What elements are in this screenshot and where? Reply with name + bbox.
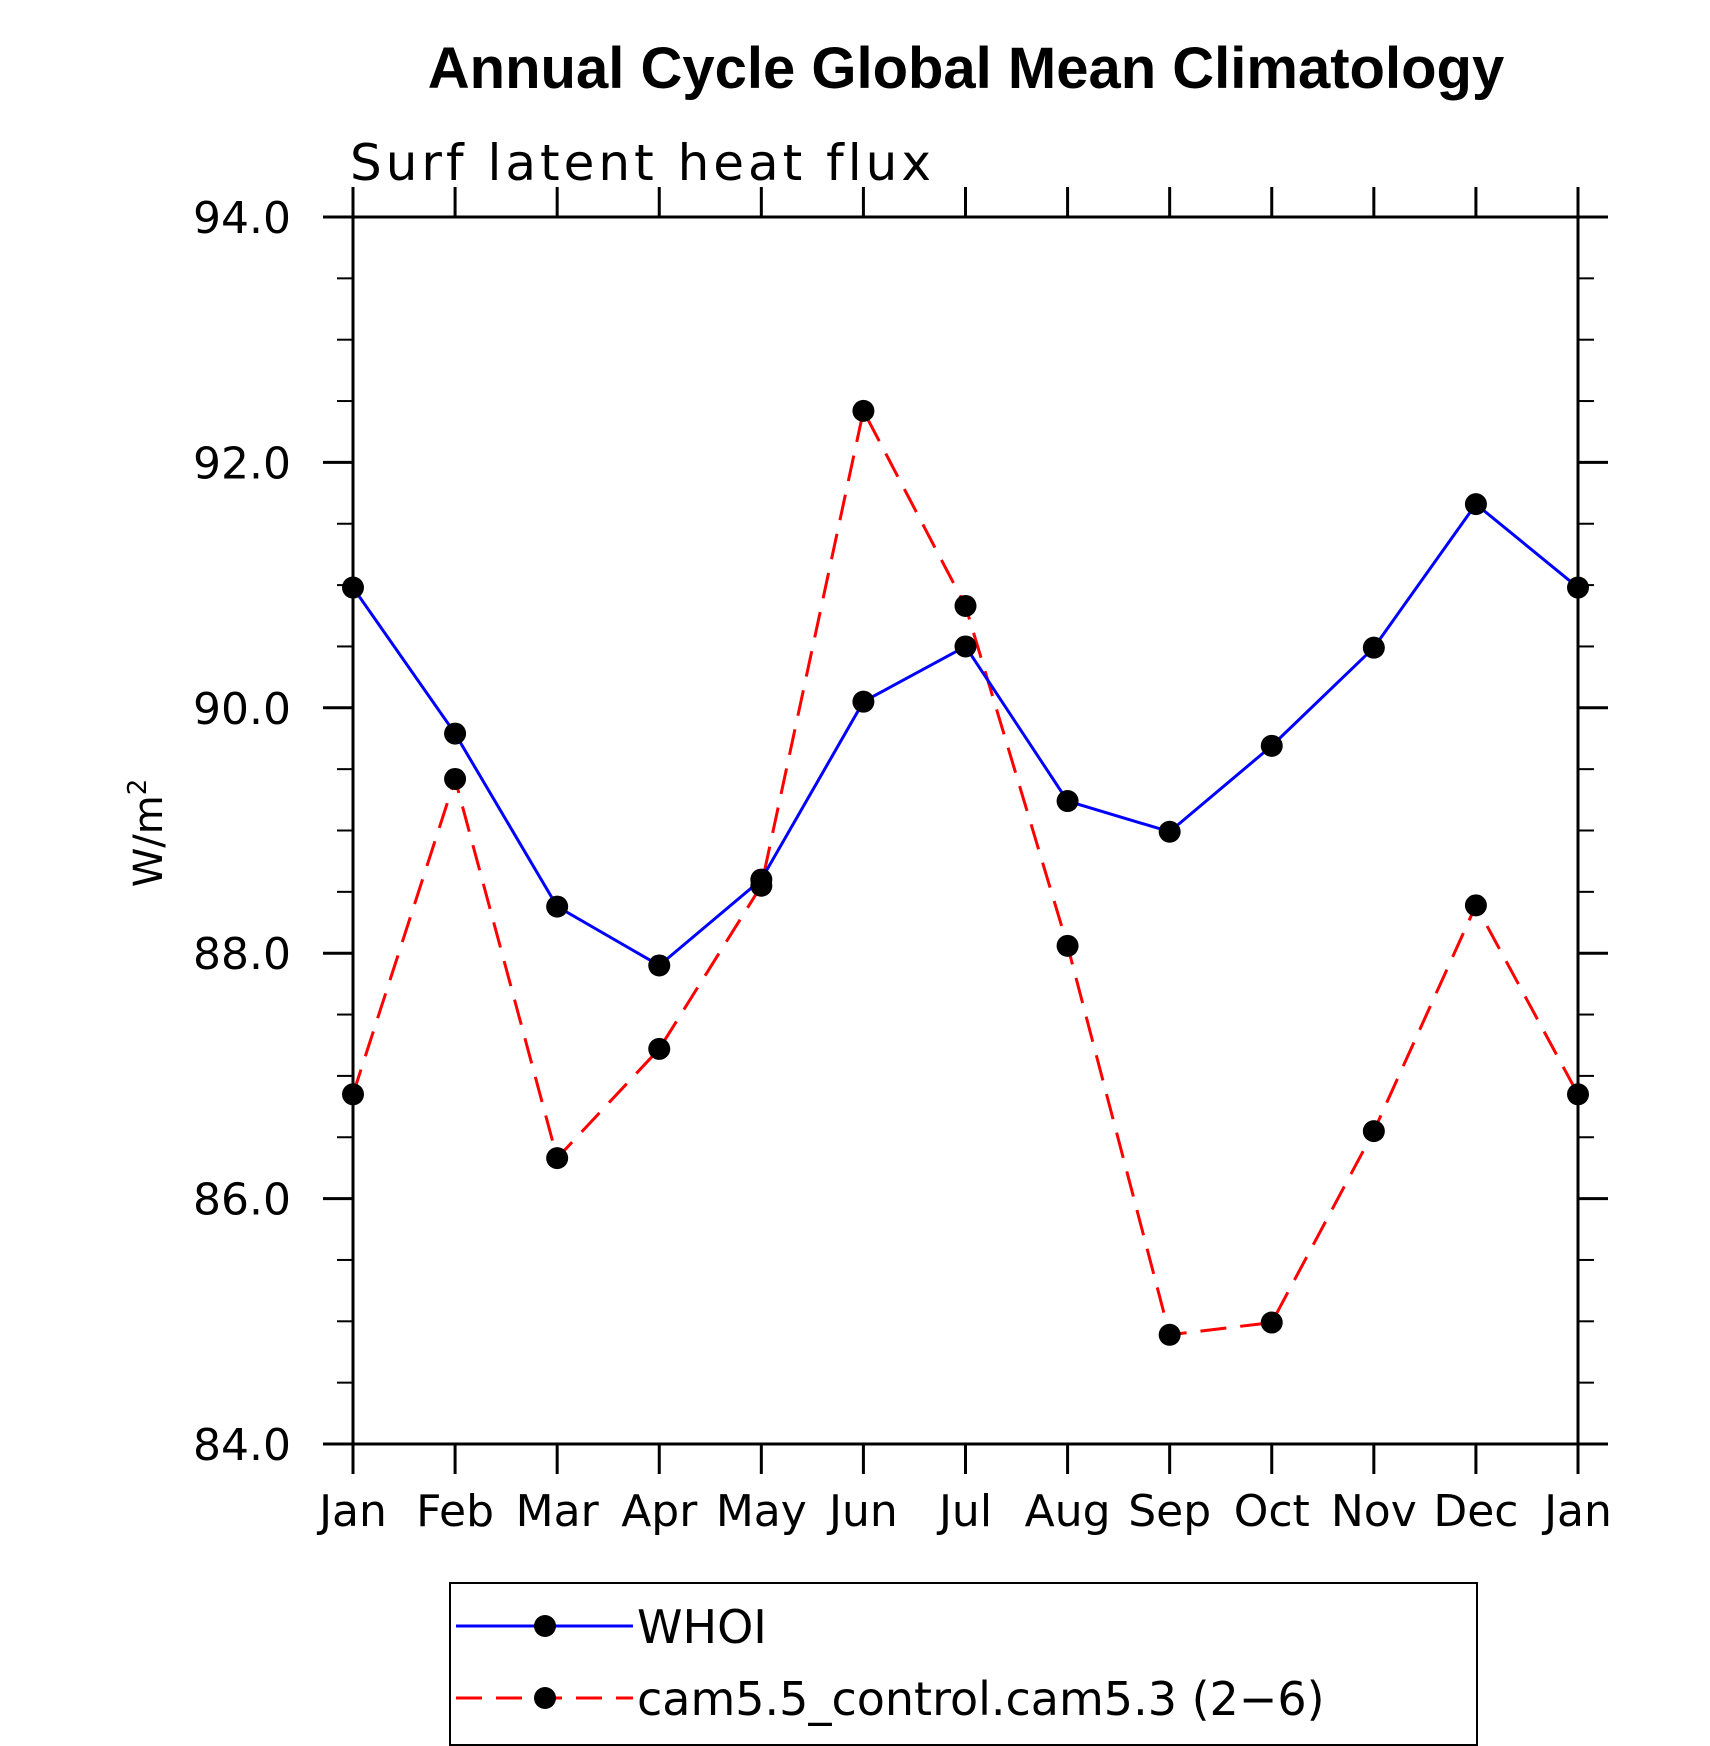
y-tick-label: 90.0	[193, 684, 291, 735]
series-point	[1567, 1083, 1589, 1106]
y-axis-label: W/m2	[123, 779, 172, 888]
x-tick-label: Apr	[621, 1486, 698, 1537]
series-point	[1567, 576, 1589, 599]
series-point	[648, 1037, 671, 1060]
y-tick-label: 92.0	[193, 438, 291, 489]
series-point	[1260, 734, 1283, 757]
series-line	[351, 501, 1579, 968]
x-tick-label: May	[716, 1486, 807, 1537]
series-point	[750, 868, 773, 891]
y-tick-label: 84.0	[193, 1420, 291, 1471]
x-tick-label: Dec	[1433, 1486, 1518, 1537]
series-point	[1362, 1120, 1385, 1143]
plot-frame	[351, 215, 1580, 1446]
series-point	[546, 895, 569, 918]
y-tick-label: 94.0	[193, 193, 291, 244]
x-tick-label: Aug	[1025, 1486, 1111, 1537]
legend: WHOI cam5.5_control.cam5.3 (2−6)	[449, 1582, 1478, 1746]
legend-box	[449, 1582, 1478, 1746]
series-point	[1260, 1311, 1283, 1334]
chart-subtitle: Surf latent heat flux	[350, 134, 935, 192]
series-point	[342, 1083, 364, 1106]
series-point	[1362, 636, 1385, 659]
x-tick-label: Jun	[826, 1486, 898, 1537]
series-point	[1056, 934, 1079, 957]
series-point	[1158, 1323, 1181, 1346]
series-point	[546, 1147, 569, 1170]
series-point	[1464, 894, 1487, 917]
chart-title: Annual Cycle Global Mean Climatology	[428, 36, 1504, 101]
legend-label: WHOI	[637, 1600, 767, 1654]
series-point	[342, 576, 364, 599]
x-tick-label: Mar	[516, 1486, 600, 1537]
series-point	[444, 722, 467, 745]
series-point	[954, 594, 977, 617]
x-tick-label: Feb	[416, 1486, 494, 1537]
y-tick-label: 86.0	[193, 1175, 291, 1226]
series-point	[852, 690, 875, 713]
series-point	[1056, 790, 1079, 813]
legend-label: cam5.5_control.cam5.3 (2−6)	[637, 1672, 1325, 1726]
axes: Jan Feb Mar Apr May Jun Jul Aug Sep Oct Nov Dec Jan 8…	[193, 187, 1612, 1537]
legend-marker	[534, 1615, 556, 1637]
series-point	[852, 399, 875, 422]
series-layer	[342, 399, 1589, 1346]
x-tick-label: Jan	[1541, 1486, 1612, 1537]
x-tick-label: Jul	[936, 1486, 992, 1537]
y-axis-label-base: W/m	[126, 795, 172, 887]
series-point	[954, 635, 977, 658]
legend-marker	[534, 1687, 556, 1709]
series-point	[1464, 493, 1487, 516]
series-point	[444, 767, 467, 790]
x-tick-label: Jan	[316, 1486, 387, 1537]
y-tick-label: 88.0	[193, 929, 291, 980]
x-tick-label: Nov	[1331, 1486, 1417, 1537]
series-point	[1158, 820, 1181, 843]
y-axis-label-superscript: 2	[123, 779, 153, 796]
series-point	[648, 954, 671, 977]
x-tick-label: Sep	[1128, 1486, 1211, 1537]
x-tick-label: Oct	[1234, 1486, 1310, 1537]
